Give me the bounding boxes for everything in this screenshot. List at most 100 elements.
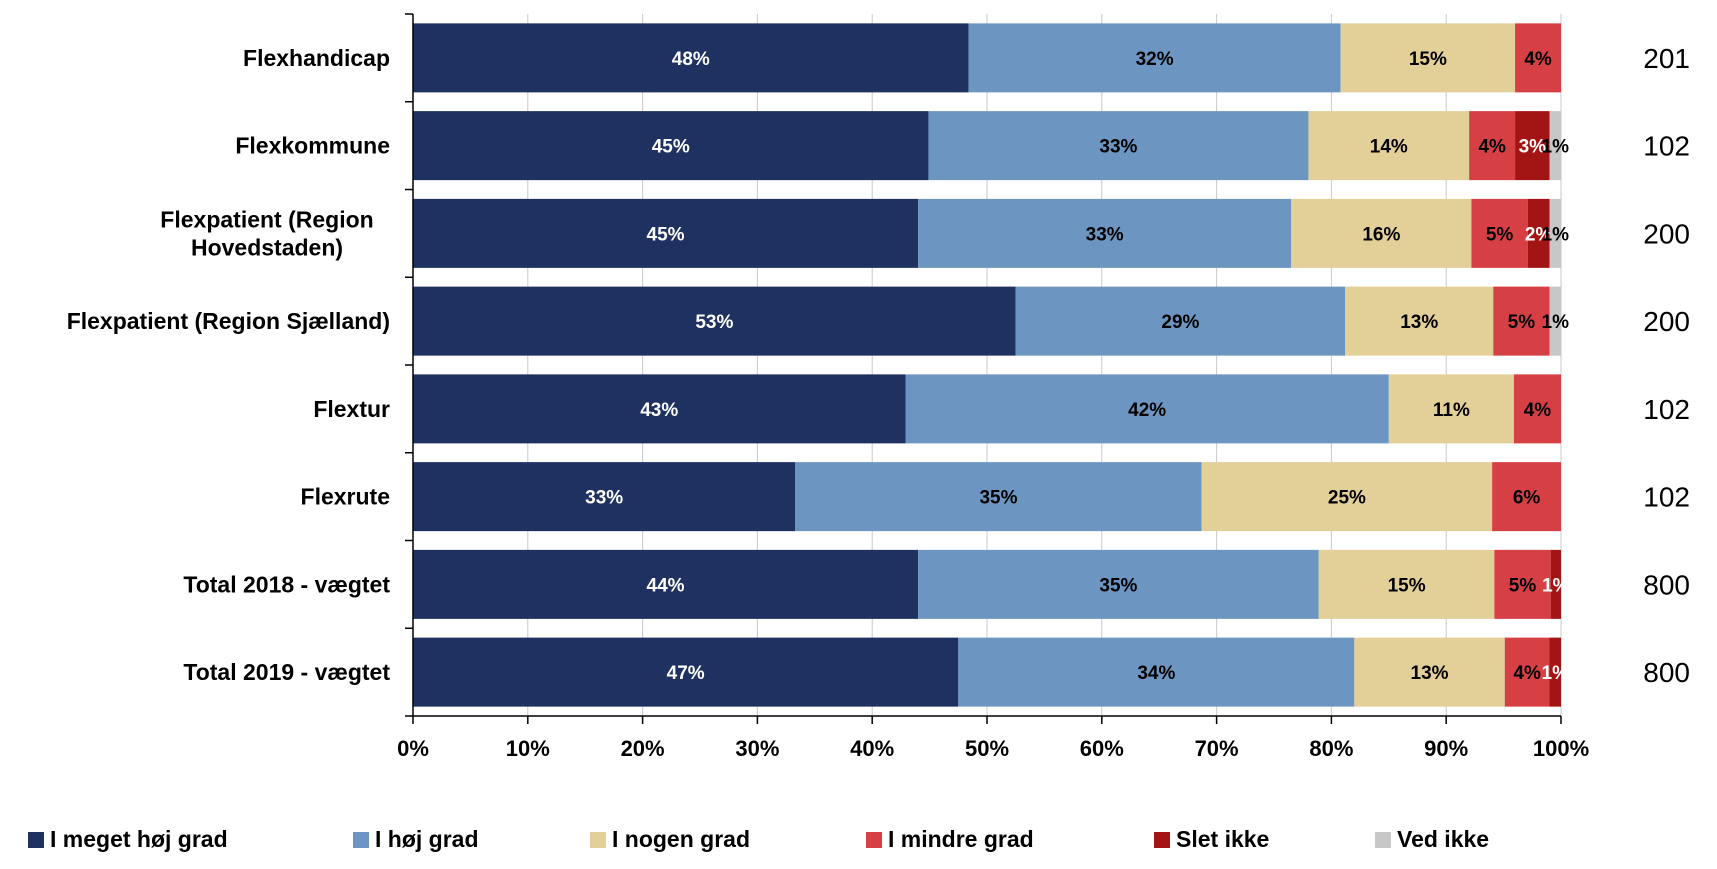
data-label: 16% (1362, 224, 1400, 245)
legend-label: I mindre grad (888, 826, 1034, 852)
x-tick-label: 30% (735, 736, 779, 761)
bar-segment (905, 374, 1389, 444)
legend-swatch (590, 831, 606, 848)
x-tick-label: 80% (1309, 736, 1353, 761)
data-label: 53% (695, 312, 733, 333)
legend-swatch (353, 831, 369, 848)
legend-label: I høj grad (375, 826, 479, 852)
data-label: 13% (1411, 663, 1449, 684)
bar-segment (1469, 111, 1516, 181)
data-label: 5% (1508, 312, 1536, 333)
data-label: 3% (1519, 137, 1547, 158)
data-label: 29% (1161, 312, 1199, 333)
bar-segment (413, 198, 919, 268)
data-label: 14% (1370, 137, 1408, 158)
bar-segment (1494, 549, 1551, 619)
bar-segment (1340, 23, 1516, 93)
bar-segment (958, 637, 1355, 707)
legend-item: I høj grad (353, 826, 479, 853)
data-label: 1% (1542, 137, 1570, 158)
bar-segment (413, 23, 969, 93)
legend-swatch (1154, 831, 1170, 848)
data-label: 33% (585, 488, 623, 509)
legend-label: Slet ikke (1176, 826, 1270, 852)
legend-label: I nogen grad (612, 826, 750, 852)
data-label: 4% (1513, 663, 1541, 684)
bar-segment (1492, 462, 1561, 532)
legend-swatch (28, 831, 44, 848)
bar-segment (795, 462, 1202, 532)
data-label: 13% (1400, 312, 1438, 333)
x-tick-label: 20% (621, 736, 665, 761)
data-label: 1% (1542, 224, 1570, 245)
legend-label: Ved ikke (1397, 826, 1490, 852)
bar-segment (968, 23, 1341, 93)
data-label: 45% (647, 224, 685, 245)
bar-segment (413, 286, 1016, 356)
data-label: 1% (1542, 663, 1570, 684)
category-label: Flexkommune (235, 133, 390, 159)
data-label: 4% (1478, 137, 1506, 158)
data-label: 44% (647, 575, 685, 596)
bar-segment (1471, 198, 1528, 268)
data-label: 11% (1433, 400, 1470, 421)
x-tick-label: 90% (1424, 736, 1468, 761)
data-label: 33% (1099, 137, 1137, 158)
legend-item: I meget høj grad (28, 826, 228, 853)
bar-segment (413, 374, 906, 444)
data-label: 43% (640, 400, 678, 421)
category-label: Flextur (313, 396, 390, 422)
category-label: Flexhandicap (243, 45, 390, 71)
bar-segment (1318, 549, 1495, 619)
data-label: 42% (1128, 400, 1166, 421)
bar-segment (413, 462, 796, 532)
data-label: 1% (1542, 312, 1570, 333)
data-label: 6% (1513, 488, 1541, 509)
category-label: Flexpatient (Region Hovedstaden) (160, 206, 373, 260)
bar-segment (1201, 462, 1493, 532)
data-label: 35% (1099, 575, 1137, 596)
bar-segment (1291, 198, 1472, 268)
bar-segment (1513, 374, 1561, 444)
sample-size-label: 800 (1643, 657, 1690, 688)
bar-segment (1504, 637, 1550, 707)
x-tick-label: 40% (850, 736, 894, 761)
bar-segment (1493, 286, 1550, 356)
legend-swatch (866, 831, 882, 848)
data-label: 15% (1388, 575, 1426, 596)
data-label: 33% (1086, 224, 1124, 245)
data-label: 4% (1524, 49, 1552, 70)
x-tick-label: 60% (1080, 736, 1124, 761)
chart-legend: I meget høj grad I høj grad I nogen grad I … (0, 826, 1717, 862)
data-label: 5% (1486, 224, 1514, 245)
legend-swatch (1375, 831, 1391, 848)
bar-segment (1550, 549, 1561, 619)
data-label: 15% (1409, 49, 1447, 70)
bar-segment (413, 549, 919, 619)
legend-label: I meget høj grad (50, 826, 228, 852)
legend-item: Ved ikke (1375, 826, 1489, 853)
bar-segment (1515, 23, 1561, 93)
category-label: Flexpatient (Region Sjælland) (67, 308, 390, 334)
sample-size-label: 200 (1643, 218, 1690, 249)
x-tick-label: 100% (1533, 736, 1589, 761)
bar-segment (413, 111, 929, 181)
sample-size-label: 102 (1643, 131, 1690, 162)
bar-segment (1388, 374, 1514, 444)
sample-size-label: 102 (1643, 394, 1690, 425)
data-label: 25% (1328, 488, 1366, 509)
data-label: 4% (1524, 400, 1552, 421)
data-label: 48% (672, 49, 710, 70)
bar-segment (928, 111, 1309, 181)
legend-item: Slet ikke (1154, 826, 1269, 853)
sample-size-label: 201 (1643, 43, 1690, 74)
legend-item: I nogen grad (590, 826, 750, 853)
data-label: 34% (1137, 663, 1175, 684)
bar-segment (1308, 111, 1470, 181)
bar-segment (413, 637, 959, 707)
bar-segment (1354, 637, 1505, 707)
x-tick-label: 50% (965, 736, 1009, 761)
sample-size-label: 200 (1643, 306, 1690, 337)
x-tick-label: 10% (506, 736, 550, 761)
